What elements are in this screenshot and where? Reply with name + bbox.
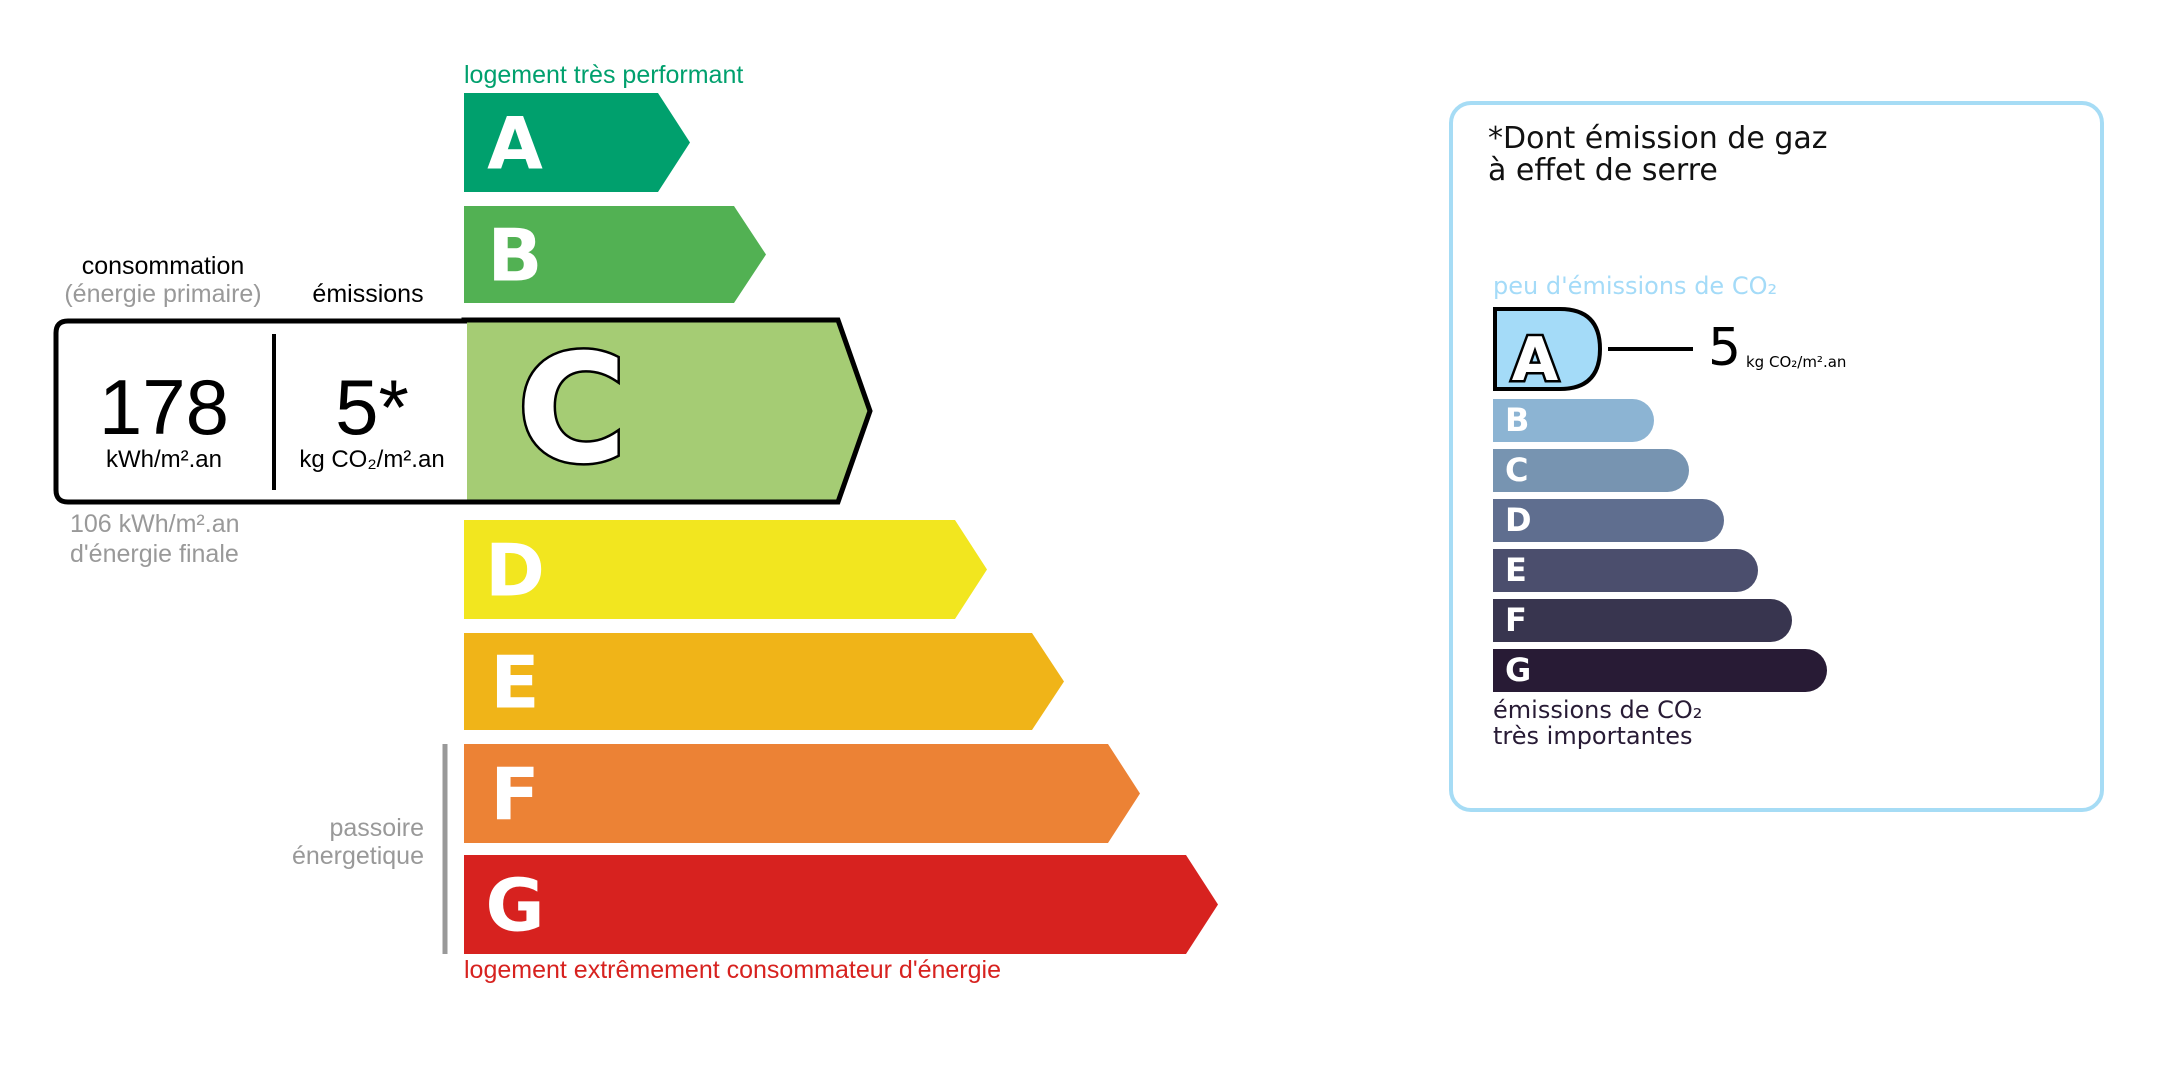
energy-class-d-letter: D [485,529,545,613]
ges-class-g-bar: G [1493,649,1827,692]
bottom-label: logement extrêmement consommateur d'éner… [464,956,1001,984]
final-energy-label: d'énergie finale [70,540,239,568]
consumption-subheader: (énergie primaire) [64,280,262,308]
energy-class-g-letter: G [485,864,544,948]
final-energy-value: 106 kWh/m².an [70,510,240,538]
energy-class-b-letter: B [488,214,543,298]
emissions-value: 5* [335,363,409,451]
energy-class-d-bar [464,520,987,619]
ges-panel [1449,101,2104,812]
energy-class-b-bar [464,206,766,303]
energy-class-e-bar [464,633,1064,730]
passoire-label-2: énergetique [291,842,424,870]
ges-class-b-bar: B [1493,399,1654,442]
ges-value: 5 [1708,318,1742,378]
ges-top-label: peu d'émissions de CO₂ [1493,272,1778,300]
ges-class-a-shape [1493,307,1603,391]
energy-class-f-bar [464,744,1140,843]
top-label: logement très performant [464,61,744,89]
ges-bottom-label-1: émissions de CO₂ [1493,696,1703,724]
ges-class-e-bar: E [1493,549,1758,592]
ges-class-a-letter: A [1512,325,1559,395]
energy-class-f-letter: F [490,753,539,837]
ges-class-f-bar: F [1493,599,1792,642]
consumption-header: consommation [81,252,245,280]
energy-class-c-letter: C [517,323,627,497]
ges-title-2: à effet de serre [1488,153,1718,188]
consumption-unit: kWh/m².an [105,446,222,473]
emissions-unit: kg CO₂/m².an [299,446,445,473]
emissions-header: émissions [312,280,424,308]
ges-class-d-bar: D [1493,499,1724,542]
energy-class-a-bar [464,93,690,192]
passoire-label-1: passoire [329,814,425,842]
ges-bottom-label-2: très importantes [1493,722,1693,750]
consumption-value: 178 [98,363,230,451]
energy-class-g-bar [464,855,1218,954]
ges-unit: kg CO₂/m².an [1746,353,1847,371]
energy-class-e-letter: E [490,641,539,725]
value-box [53,318,467,505]
energy-class-a-letter: A [487,102,543,186]
ges-class-c-bar: C [1493,449,1689,492]
ges-title-1: *Dont émission de gaz [1488,121,1828,156]
